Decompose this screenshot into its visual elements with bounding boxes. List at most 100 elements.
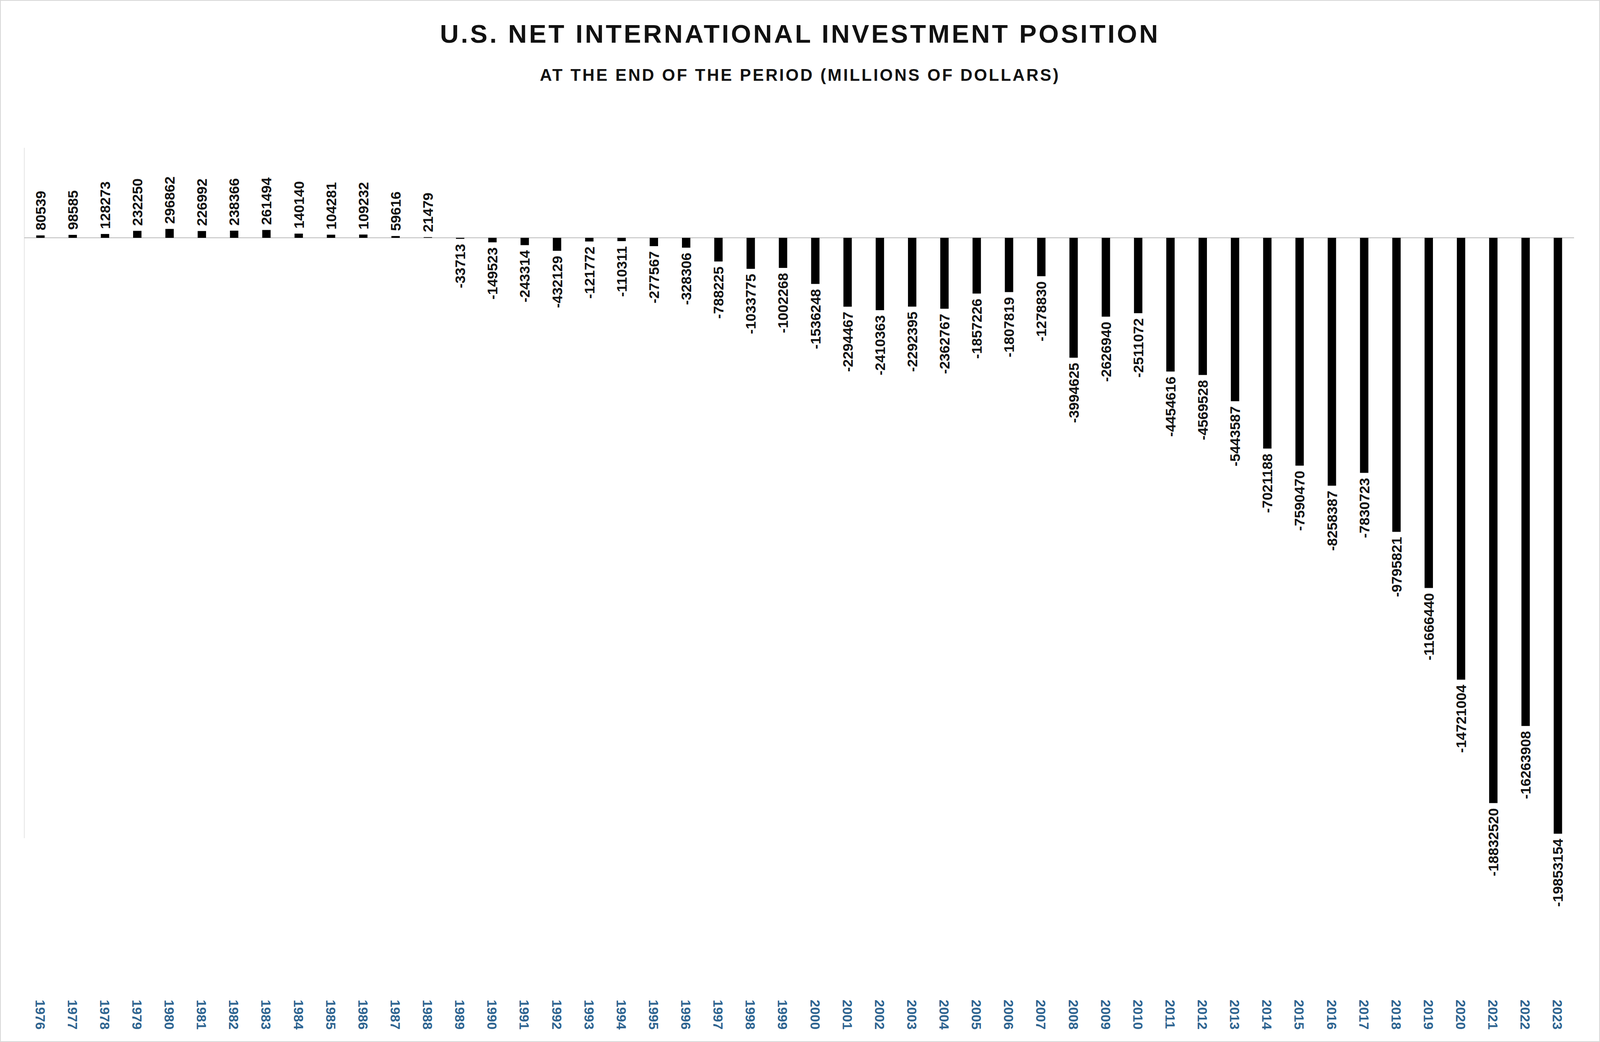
title: U.S. NET INTERNATIONAL INVESTMENT POSITI… [439,19,1161,49]
bar [1521,237,1530,726]
bar [1198,237,1207,376]
bar [423,237,433,239]
x-tick-label: 1992 [549,999,565,1030]
data-label: -328306 [678,252,695,306]
data-label: 104281 [323,182,340,230]
data-label: -2292395 [904,311,921,372]
data-labels: 8053998585128273232250296862226992238366… [32,176,1567,907]
bar [681,237,691,248]
data-label: 98585 [64,190,81,230]
x-tick-label: 2015 [1291,999,1307,1030]
x-tick-label: 1979 [129,999,145,1030]
x-tick-label: 2009 [1098,999,1114,1030]
x-tick-label: 2002 [872,999,888,1030]
x-tick-label: 2001 [839,999,855,1030]
bar [811,237,820,284]
bar [649,237,659,247]
bar [326,234,336,238]
bar [1004,237,1014,293]
x-tick-label: 1984 [290,999,307,1030]
x-tick-label: 1996 [678,999,694,1030]
data-label: -14721004 [1453,684,1469,753]
x-tick-label: 1980 [161,999,177,1030]
data-label: -9795821 [1388,536,1405,597]
data-label: -243314 [516,249,533,303]
bar [1263,237,1272,449]
data-label: -7021188 [1259,453,1276,513]
data-label: 238366 [226,178,242,226]
bar [1101,237,1111,317]
x-tick-label: 1977 [64,999,80,1030]
data-label: -1002268 [774,272,791,334]
bar [1489,237,1498,803]
data-label: -2294467 [839,311,856,373]
x-tick-label: 2008 [1065,999,1081,1030]
data-label: -18832520 [1485,807,1502,877]
data-label: 296862 [161,176,178,224]
chart-svg: U.S. NET INTERNATIONAL INVESTMENT POSITI… [0,0,1600,1042]
data-label: -2626940 [1098,321,1114,382]
data-label: -432129 [549,255,566,309]
x-tick-label: 2007 [1033,999,1049,1030]
x-tick-label: 2010 [1130,999,1146,1030]
data-label: -1033775 [742,273,759,335]
y-range-line [23,147,25,839]
x-tick-label: 2013 [1227,999,1243,1030]
bar [1295,237,1304,466]
data-label: -7590470 [1291,470,1308,531]
bar [1424,237,1433,588]
bar [100,234,110,238]
data-label: -4454616 [1162,376,1179,437]
data-label: -16263908 [1517,730,1534,800]
x-tick-label: 1998 [742,999,758,1030]
bar [520,237,529,245]
x-tick-label: 1987 [387,999,403,1030]
bar [1134,237,1143,314]
x-tick-label: 2004 [936,999,952,1030]
data-label: -788225 [710,266,727,319]
data-label: -8258387 [1324,490,1341,551]
x-tick-label: 2012 [1194,999,1210,1030]
bar [843,237,852,307]
data-label: -121772 [581,246,598,299]
x-tick-labels: 1976197719781979198019811982198319841985… [32,999,1566,1030]
bar [229,230,239,238]
data-label: -5443587 [1227,406,1243,467]
x-tick-label: 1983 [258,999,274,1030]
data-label: 261494 [258,177,275,226]
bar [778,237,788,268]
x-tick-label: 2022 [1517,999,1533,1030]
x-tick-label: 2019 [1420,999,1436,1030]
bar [1327,237,1337,486]
data-label: 59616 [387,191,404,232]
data-label: 109232 [355,182,372,230]
data-label: -33713 [452,244,469,289]
data-label: 128273 [97,181,114,229]
bar [875,237,885,311]
bar [488,237,497,243]
data-label: -277567 [645,251,662,304]
bar [585,237,594,242]
bar [714,237,723,262]
x-tick-label: 2000 [807,999,823,1030]
bar [940,237,949,309]
bar [262,229,271,238]
x-tick-label: 2005 [968,999,984,1030]
data-label: 21479 [419,192,436,233]
bar [68,234,78,238]
data-label: 232250 [129,178,146,226]
x-tick-label: 1988 [419,999,435,1030]
bar [391,236,400,238]
x-tick-label: 2016 [1324,999,1340,1030]
data-label: -19853154 [1549,838,1566,907]
x-tick-label: 2020 [1453,999,1469,1030]
bar [1392,237,1401,532]
x-tick-label: 1993 [581,999,597,1030]
x-tick-label: 2018 [1388,999,1404,1030]
x-tick-label: 2003 [904,999,920,1030]
data-label: -3994625 [1065,362,1082,423]
x-tick-label: 1999 [774,999,790,1030]
data-label: 140140 [290,181,307,229]
bar [1553,237,1562,834]
x-tick-label: 1976 [32,999,48,1030]
